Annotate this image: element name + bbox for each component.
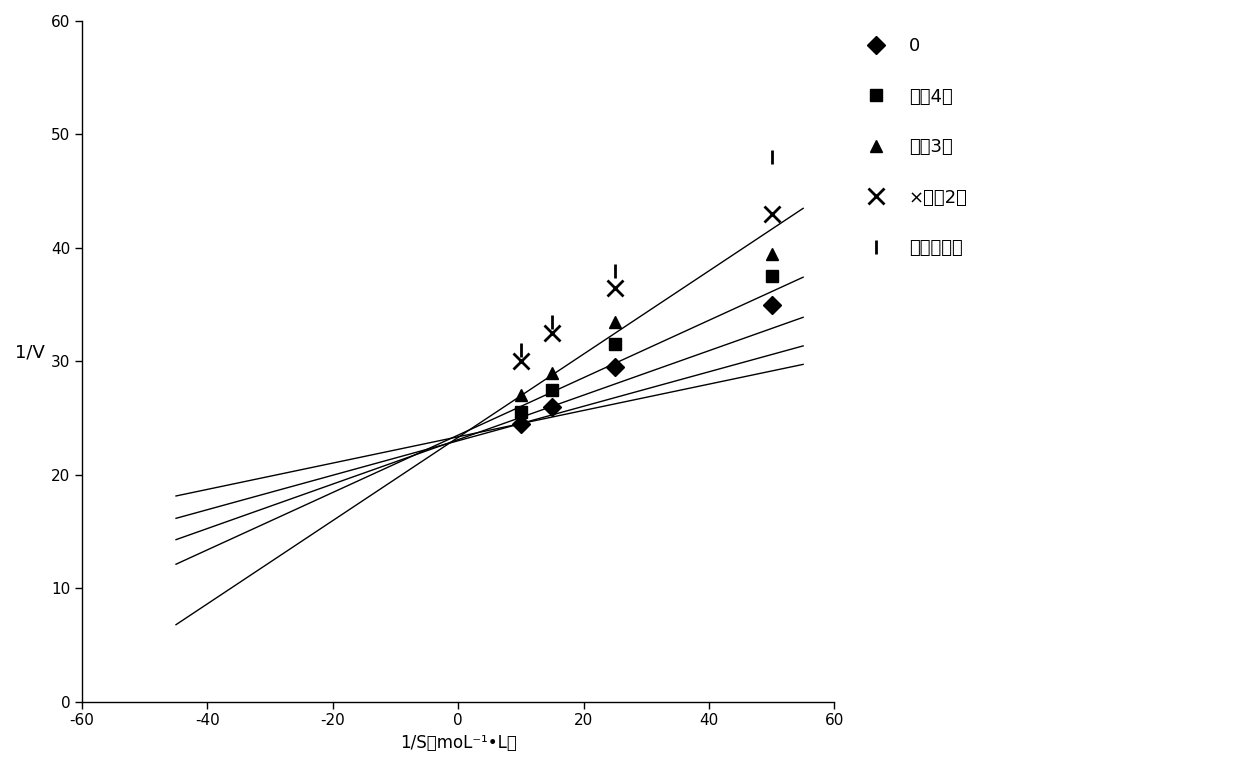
X-axis label: 1/S（moL⁻¹•L）: 1/S（moL⁻¹•L） [399,734,517,752]
Legend: 0, 稀释4倍, 稀释3倍, ×稀释2倍, ，原菌悬液: 0, 稀释4倍, 稀释3倍, ×稀释2倍, ，原菌悬液 [851,30,975,265]
Y-axis label: 1/V: 1/V [15,344,45,361]
